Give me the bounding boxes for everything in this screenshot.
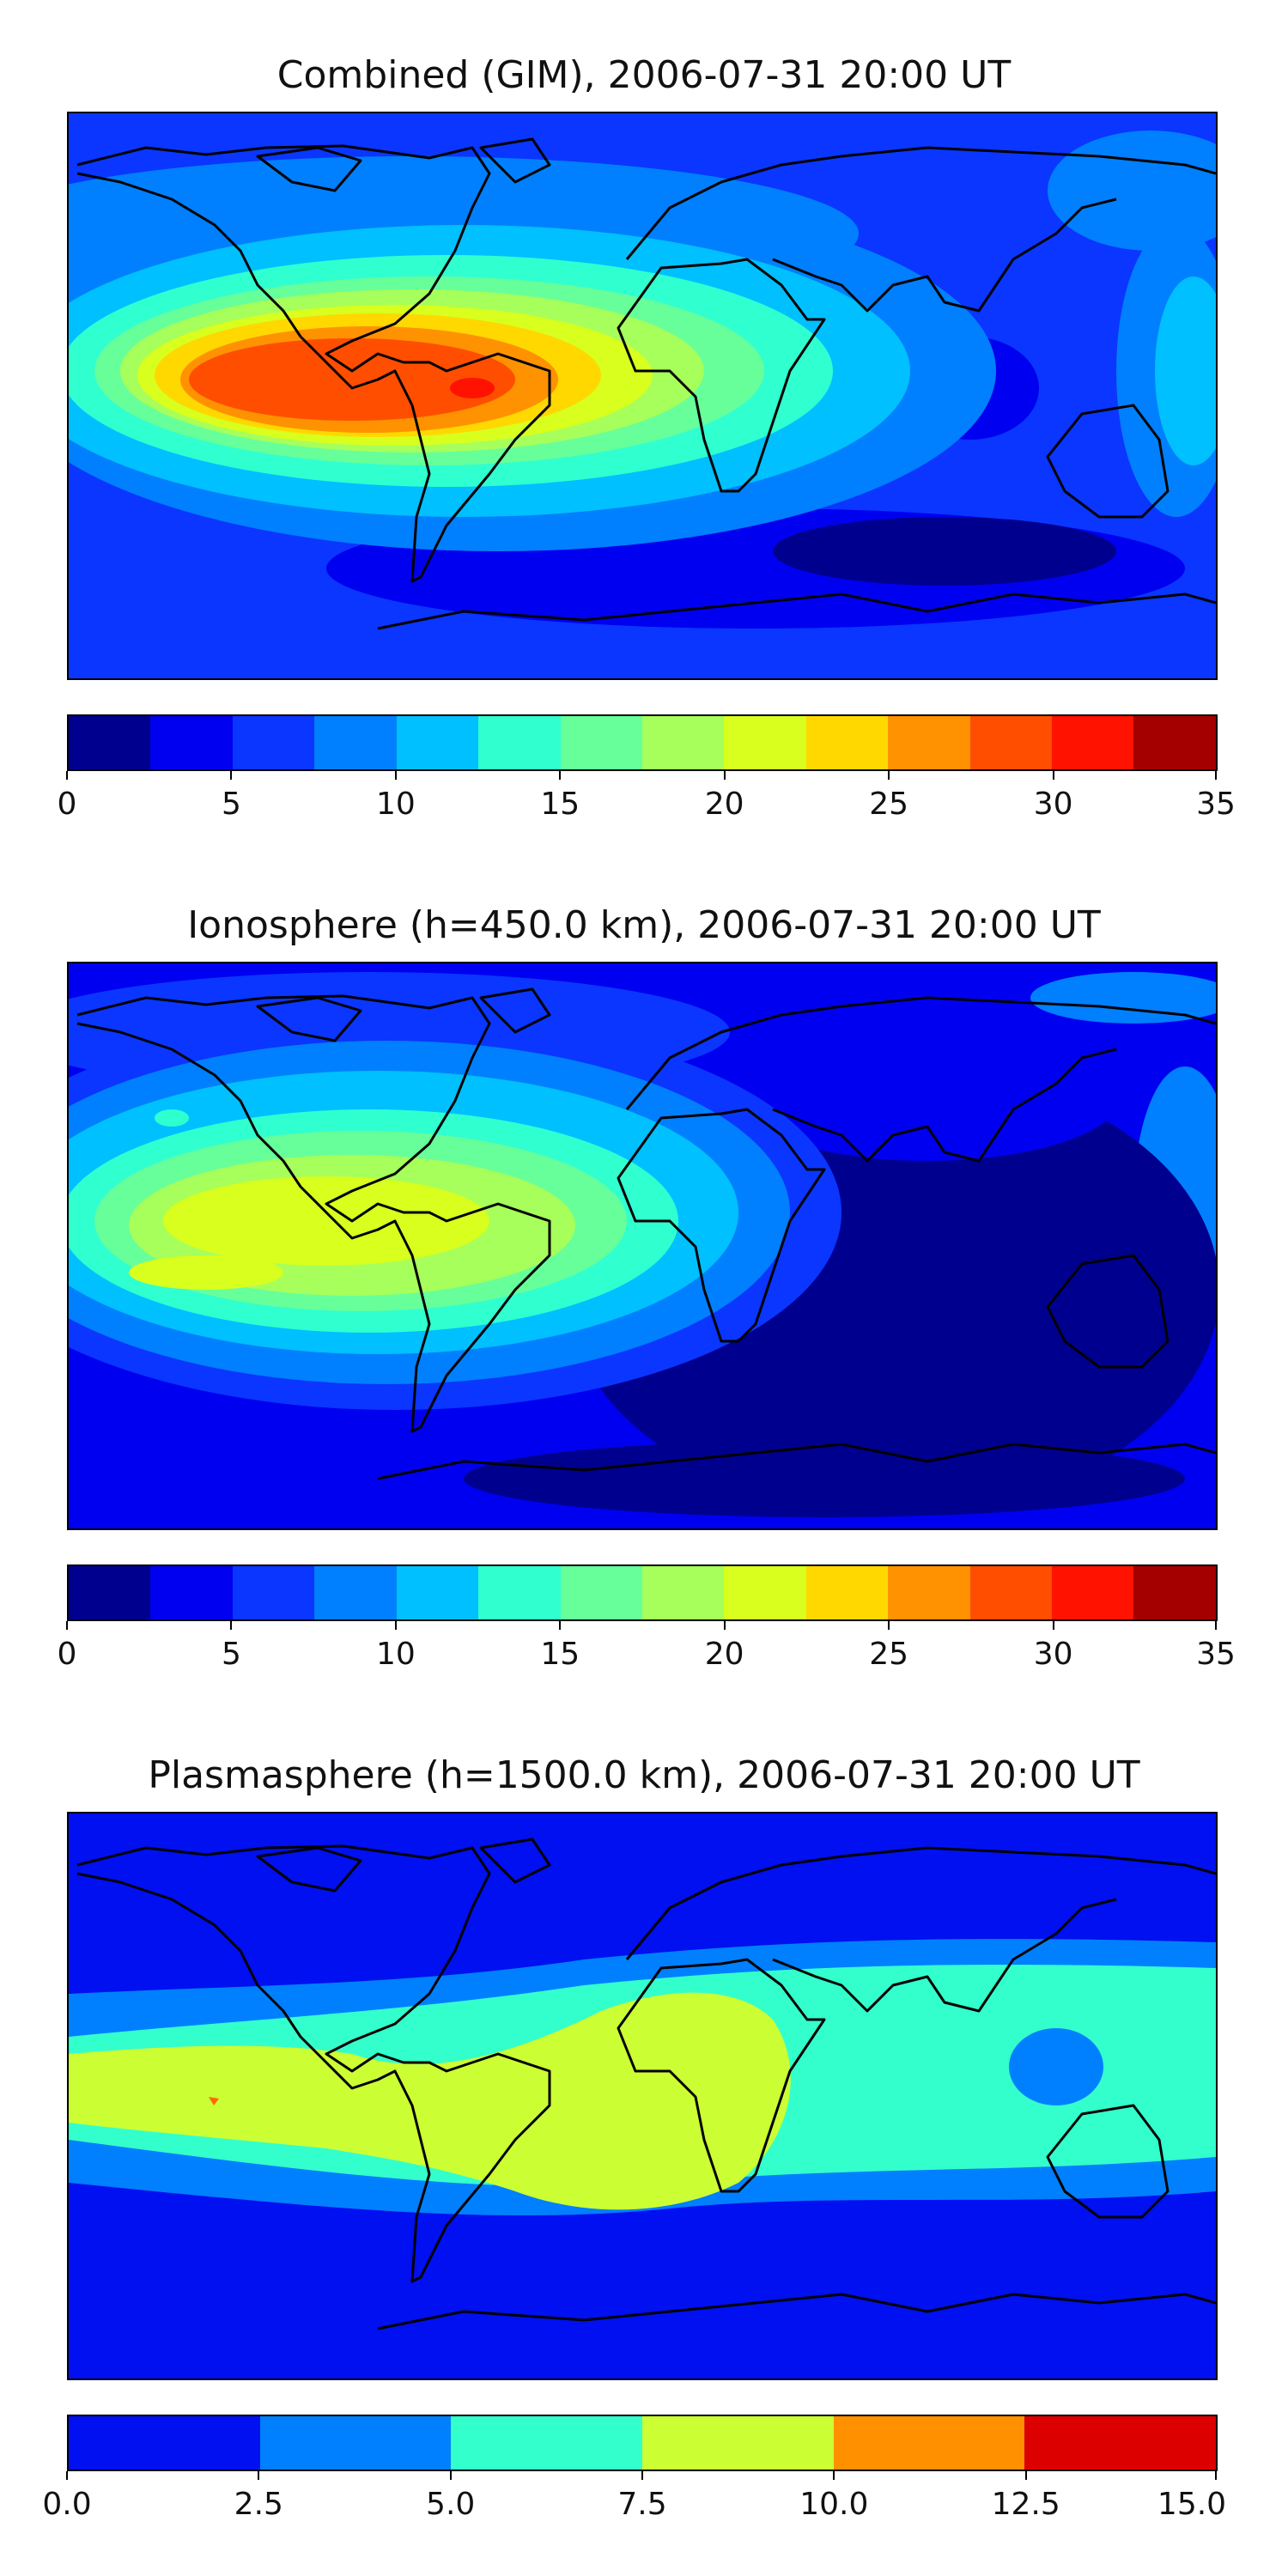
colorbar-tick-label: 35	[1196, 787, 1236, 822]
colorbar-swatch	[259, 2416, 452, 2470]
colorbar-swatch	[805, 716, 889, 769]
colorbar-swatch	[232, 716, 315, 769]
colorbar-swatch	[314, 1566, 397, 1619]
colorbar-tick-label: 30	[1033, 1637, 1073, 1672]
colorbar-swatch	[478, 1566, 561, 1619]
colorbar-swatch	[69, 1566, 151, 1619]
colorbar-swatch	[560, 1566, 642, 1619]
colorbar-swatch	[1133, 1566, 1216, 1619]
colorbar-tick-label: 5.0	[426, 2487, 476, 2522]
colorbar-tick-label: 0.0	[42, 2487, 92, 2522]
map-plasmasphere	[67, 1812, 1218, 2380]
colorbar-swatch	[560, 716, 642, 769]
colorbar-swatch	[232, 1566, 315, 1619]
colorbar-ticks-combined: 0 5 10 15 20 25 30 35	[58, 771, 1236, 823]
colorbar-swatch	[69, 716, 151, 769]
colorbar-tick-label: 20	[704, 1637, 744, 1672]
colorbar-swatch	[69, 2416, 260, 2470]
colorbar-tick-label: 10.0	[799, 2487, 869, 2522]
colorbar-swatch	[1024, 2416, 1217, 2470]
colorbar-swatch	[1052, 1566, 1134, 1619]
colorbar-tick-label: 15	[540, 1637, 580, 1672]
colorbar-tick-label: 10	[375, 1637, 416, 1672]
colorbar-tick-label: 25	[869, 787, 908, 822]
colorbar-tick-label: 20	[704, 787, 744, 822]
colorbar-ticks-plasmasphere: 0.0 2.5 5.0 7.5 10.0 12.5 15.0	[42, 2471, 1226, 2523]
map-combined	[67, 112, 1218, 680]
colorbar-tick-label: 5	[221, 1637, 241, 1672]
colorbar-plasmasphere	[67, 2415, 1218, 2471]
colorbar-tick-label: 15	[540, 787, 580, 822]
colorbar-swatch	[150, 1566, 233, 1619]
colorbar-swatch	[724, 1566, 806, 1619]
colorbar-combined	[67, 714, 1218, 771]
colorbar-tick-label: 2.5	[234, 2487, 283, 2522]
colorbar-ionosphere	[67, 1564, 1218, 1621]
map-ionosphere	[67, 962, 1218, 1530]
colorbar-swatch	[1052, 716, 1134, 769]
colorbar-tick-label: 10	[375, 787, 416, 822]
colorbar-tick-label: 35	[1196, 1637, 1236, 1672]
colorbar-swatch	[969, 1566, 1053, 1619]
colorbar-tick-label: 0	[57, 787, 77, 822]
colorbar-swatch	[724, 716, 806, 769]
panel-title-ionosphere: Ionosphere (h=450.0 km), 2006-07-31 20:0…	[187, 903, 1101, 947]
colorbar-swatch	[888, 1566, 970, 1619]
colorbar-swatch	[150, 716, 233, 769]
colorbar-tick-label: 30	[1033, 787, 1073, 822]
colorbar-swatch	[451, 2416, 643, 2470]
colorbar-swatch	[1133, 716, 1216, 769]
colorbar-swatch	[833, 2416, 1025, 2470]
colorbar-tick-label: 15.0	[1157, 2487, 1227, 2522]
colorbar-tick-label: 5	[221, 787, 241, 822]
colorbar-swatch	[314, 716, 397, 769]
colorbar-swatch	[642, 2416, 834, 2470]
colorbar-swatch	[805, 1566, 889, 1619]
colorbar-swatch	[641, 716, 725, 769]
colorbar-swatch	[478, 716, 561, 769]
colorbar-swatch	[396, 716, 479, 769]
colorbar-swatch	[641, 1566, 725, 1619]
panel-title-plasmasphere: Plasmasphere (h=1500.0 km), 2006-07-31 2…	[148, 1753, 1140, 1797]
colorbar-ticks-ionosphere: 0 5 10 15 20 25 30 35	[58, 1621, 1236, 1673]
colorbar-tick-label: 0	[57, 1637, 77, 1672]
colorbar-swatch	[396, 1566, 479, 1619]
colorbar-tick-label: 12.5	[991, 2487, 1060, 2522]
colorbar-tick-label: 25	[869, 1637, 908, 1672]
colorbar-swatch	[969, 716, 1053, 769]
colorbar-swatch	[888, 716, 970, 769]
colorbar-tick-label: 7.5	[617, 2487, 667, 2522]
panel-title-combined: Combined (GIM), 2006-07-31 20:00 UT	[276, 53, 1012, 97]
